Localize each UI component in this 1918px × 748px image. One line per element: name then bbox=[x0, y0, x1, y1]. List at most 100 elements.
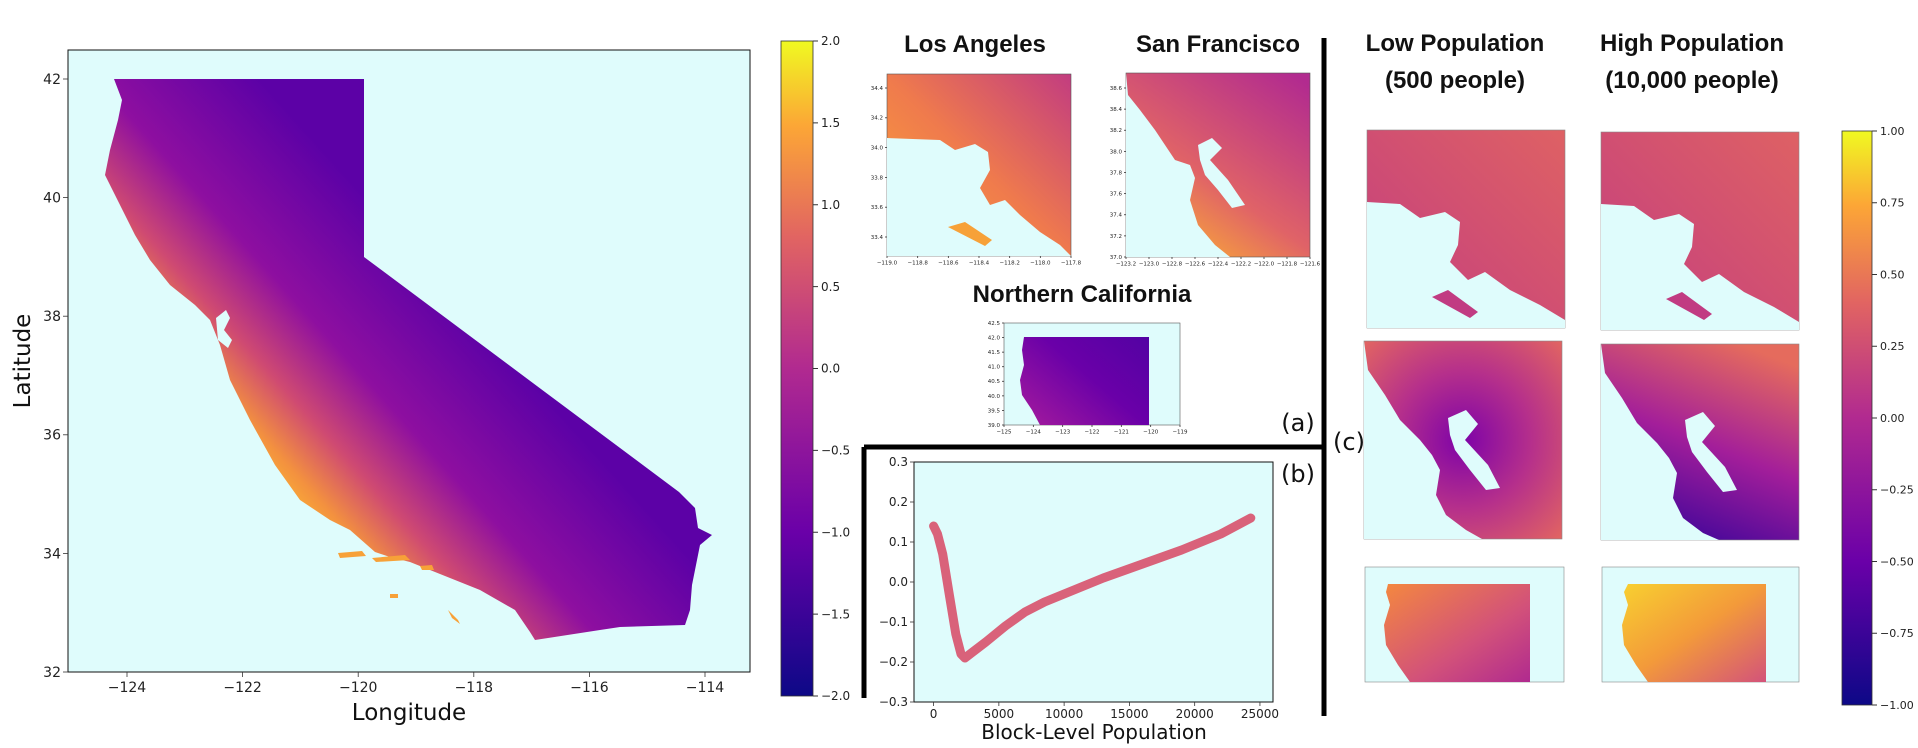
panel-c-low-title-2: (500 people) bbox=[1385, 67, 1525, 94]
colorbar-right-tick-label: −0.25 bbox=[1880, 484, 1914, 497]
nc-y-tick-label: 42.5 bbox=[988, 321, 1001, 327]
colorbar-left-bar bbox=[781, 41, 813, 696]
la-x-tick-label: −118.2 bbox=[999, 261, 1019, 267]
panel-a-label: (a) bbox=[1281, 409, 1314, 437]
panel-b-y-tick-label: 0.1 bbox=[889, 535, 908, 549]
main-map-ylabel: Latitude bbox=[10, 314, 36, 409]
la-y-tick-label: 33.6 bbox=[871, 205, 884, 211]
panel-c: (c) Low Population (500 people) High Pop… bbox=[1333, 30, 1799, 682]
colorbar-right-ticks: 1.000.750.500.250.00−0.25−0.50−0.75−1.00 bbox=[1872, 125, 1914, 712]
nc-x-tick-label: −124 bbox=[1026, 430, 1042, 436]
panel-b-y-tick-label: 0.3 bbox=[889, 455, 908, 469]
nc-x-tick-label: −125 bbox=[996, 430, 1012, 436]
nc-y-tick-label: 42.0 bbox=[988, 335, 1001, 341]
main-map-y-tick-label: 36 bbox=[43, 428, 61, 444]
main-map-xlabel: Longitude bbox=[352, 700, 466, 726]
sf-x-tick-label: −122.4 bbox=[1208, 262, 1229, 268]
panel-c-label: (c) bbox=[1333, 428, 1365, 456]
sf-y-tick-label: 38.0 bbox=[1110, 149, 1123, 155]
panel-a-san-francisco-map: −123.2−123.0−122.8−122.6−122.4−122.2−122… bbox=[1110, 73, 1321, 268]
panel-b-y-tick-label: −0.1 bbox=[879, 615, 908, 629]
sf-x-tick-label: −122.2 bbox=[1231, 262, 1251, 268]
colorbar-left-tick-label: −1.5 bbox=[821, 607, 850, 621]
panel-c-high-la bbox=[1601, 132, 1799, 330]
colorbar-right-tick-label: −0.75 bbox=[1880, 627, 1914, 640]
nc-x-tick-label: −123 bbox=[1055, 430, 1071, 436]
panel-b-y-tick-label: −0.2 bbox=[879, 655, 908, 669]
panel-b-x-tick-label: 15000 bbox=[1110, 707, 1148, 721]
colorbar-left-tick-label: 0.0 bbox=[821, 362, 840, 376]
main-map-x-tick-label: −116 bbox=[570, 680, 609, 696]
nc-xticks: −125−124−123−122−121−120−119 bbox=[996, 425, 1188, 436]
panel-a-title-northern-california: Northern California bbox=[973, 281, 1192, 308]
colorbar-left-tick-label: −2.0 bbox=[821, 689, 850, 703]
main-map-y-tick-label: 42 bbox=[43, 72, 61, 88]
panel-a-los-angeles-map: −119.0−118.8−118.6−118.4−118.2−118.0−117… bbox=[871, 74, 1082, 267]
nc-x-tick-label: −122 bbox=[1084, 430, 1099, 436]
colorbar-left-tick-label: 1.0 bbox=[821, 198, 840, 212]
sf-y-tick-label: 37.6 bbox=[1110, 192, 1123, 198]
la-x-tick-label: −118.4 bbox=[969, 261, 990, 267]
la-x-tick-label: −118.8 bbox=[907, 261, 928, 267]
main-map-x-tick-label: −122 bbox=[223, 680, 261, 696]
la-yticks: 34.434.234.033.833.633.4 bbox=[871, 86, 887, 241]
nc-x-tick-label: −120 bbox=[1143, 430, 1159, 436]
sf-y-tick-label: 38.4 bbox=[1110, 107, 1123, 113]
la-y-tick-label: 33.8 bbox=[871, 175, 884, 181]
panel-b-x-tick-label: 25000 bbox=[1241, 707, 1279, 721]
nc-land bbox=[1020, 337, 1149, 425]
la-y-tick-label: 33.4 bbox=[871, 235, 884, 241]
colorbar-left-tick-label: 0.5 bbox=[821, 280, 840, 294]
panel-b-y-tick-label: 0.0 bbox=[889, 575, 908, 589]
main-map-y-tick-label: 40 bbox=[43, 191, 61, 207]
sf-y-tick-label: 38.6 bbox=[1110, 86, 1123, 92]
colorbar-right-tick-label: 0.25 bbox=[1880, 340, 1905, 353]
panel-c-high-title-1: High Population bbox=[1600, 30, 1784, 57]
panel-c-low-la bbox=[1367, 130, 1565, 328]
sf-x-tick-label: −123.2 bbox=[1116, 262, 1136, 268]
sf-y-tick-label: 38.2 bbox=[1110, 128, 1122, 134]
panel-c-high-nc bbox=[1602, 567, 1799, 682]
nc-y-tick-label: 40.5 bbox=[988, 379, 1001, 385]
panel-b-y-tick-label: −0.3 bbox=[879, 695, 908, 709]
nc-y-tick-label: 41.0 bbox=[988, 365, 1001, 371]
sf-x-tick-label: −121.6 bbox=[1300, 262, 1321, 268]
sf-x-tick-label: −122.8 bbox=[1162, 262, 1183, 268]
la-x-tick-label: −119.0 bbox=[877, 261, 898, 267]
colorbar-right-tick-label: −1.00 bbox=[1880, 699, 1914, 712]
panel-c-low-title-1: Low Population bbox=[1366, 30, 1545, 57]
colorbar-right-tick-label: 0.00 bbox=[1880, 412, 1905, 425]
nc-y-tick-label: 41.5 bbox=[988, 350, 1001, 356]
panel-b-x-tick-label: 10000 bbox=[1045, 707, 1083, 721]
sf-y-tick-label: 37.2 bbox=[1110, 234, 1122, 240]
panel-b-xlabel: Block-Level Population bbox=[981, 720, 1207, 744]
sf-y-tick-label: 37.8 bbox=[1110, 170, 1123, 176]
colorbar-right-bar bbox=[1842, 131, 1872, 705]
nc-x-tick-label: −119 bbox=[1172, 430, 1188, 436]
colorbar-right-tick-label: −0.50 bbox=[1880, 555, 1914, 568]
la-x-tick-label: −118.6 bbox=[938, 261, 959, 267]
nc-y-tick-label: 39.5 bbox=[988, 408, 1001, 414]
panel-b-x-tick-label: 5000 bbox=[984, 707, 1015, 721]
nc-y-tick-label: 40.0 bbox=[988, 394, 1001, 400]
main-map-xticks: −124−122−120−118−116−114 bbox=[108, 672, 725, 696]
colorbar-left-tick-label: 1.5 bbox=[821, 116, 840, 130]
colorbar-right-tick-label: 0.75 bbox=[1880, 197, 1905, 210]
panel-b-x-tick-label: 20000 bbox=[1176, 707, 1214, 721]
panel-a: Los Angeles San Francisco Northern Calif… bbox=[871, 31, 1321, 437]
colorbar-left-tick-label: −0.5 bbox=[821, 444, 850, 458]
nc-y-tick-label: 39.0 bbox=[988, 423, 1001, 429]
panel-b-x-tick-label: 0 bbox=[930, 707, 938, 721]
sf-x-tick-label: −121.8 bbox=[1277, 262, 1298, 268]
sf-y-tick-label: 37.0 bbox=[1110, 255, 1123, 261]
sf-x-tick-label: −122.0 bbox=[1254, 262, 1275, 268]
la-y-tick-label: 34.2 bbox=[871, 116, 883, 122]
colorbar-left: 2.0 1.5 1.0 0.5 0.0 −0.5 −1.0 −1.5 −2.0 bbox=[781, 34, 850, 703]
colorbar-left-tick-label: 2.0 bbox=[821, 34, 840, 48]
colorbar-right-tick-label: 0.50 bbox=[1880, 268, 1905, 281]
panel-a-title-los-angeles: Los Angeles bbox=[904, 31, 1046, 58]
colorbar-left-tick-label: −1.0 bbox=[821, 525, 850, 539]
sf-x-tick-label: −122.6 bbox=[1185, 262, 1206, 268]
